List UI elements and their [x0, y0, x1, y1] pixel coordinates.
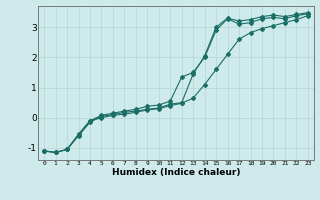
X-axis label: Humidex (Indice chaleur): Humidex (Indice chaleur): [112, 168, 240, 177]
